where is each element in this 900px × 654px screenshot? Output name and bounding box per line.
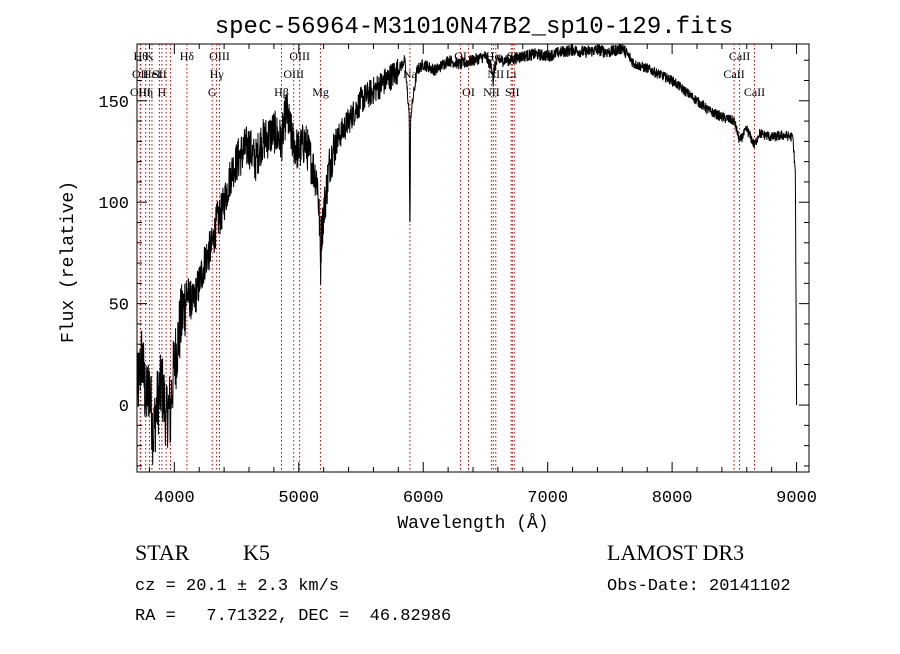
line-label: OIII	[289, 49, 310, 63]
line-labels: HθOIIOIIIHηKHeISIIHHδGHγOIIIHβOIIIOIIIMg…	[130, 49, 765, 99]
y-tick-label: 150	[98, 94, 129, 113]
x-axis-label: Wavelength (Å)	[397, 513, 548, 534]
spectrum-line	[136, 43, 798, 465]
y-tick-label: 0	[119, 398, 129, 417]
line-label: Hγ	[210, 67, 225, 81]
line-label: OII	[132, 67, 149, 81]
x-tick-labels: 4000 5000 6000 7000 8000 9000	[154, 489, 817, 508]
x-tick-label: 7000	[527, 489, 568, 508]
line-label: OIII	[283, 67, 304, 81]
line-label: Mg	[312, 85, 329, 99]
line-label: CaII	[744, 85, 765, 99]
line-label: CaII	[729, 49, 750, 63]
chart-title: spec-56964-M31010N47B2_sp10-129.fits	[215, 14, 733, 41]
line-label: HeI	[143, 67, 161, 81]
x-tick-label: 6000	[403, 489, 444, 508]
y-axis-label: Flux (relative)	[59, 181, 79, 343]
line-label: G	[208, 85, 217, 99]
obs-date: Obs-Date: 20141102	[607, 577, 791, 596]
survey-name: LAMOST DR3	[607, 540, 744, 565]
line-label: H	[158, 85, 167, 99]
line-label: SII	[505, 85, 520, 99]
x-tick-label: 9000	[776, 489, 817, 508]
line-label: Hη	[138, 85, 153, 99]
x-tick-label: 8000	[652, 489, 693, 508]
x-tick-label: 4000	[154, 489, 195, 508]
line-label: SII	[152, 67, 167, 81]
line-label: K	[145, 49, 154, 63]
y-tick-labels: 0 50 100 150	[98, 94, 129, 417]
y-tick-label: 100	[98, 195, 129, 214]
coordinates: RA = 7.71322, DEC = 46.82986	[135, 607, 451, 626]
x-tick-label: 5000	[278, 489, 319, 508]
line-label: NII	[483, 85, 500, 99]
redshift-cz: cz = 20.1 ± 2.3 km/s	[135, 577, 339, 596]
line-label: OIII	[130, 85, 151, 99]
line-label: Hδ	[180, 49, 195, 63]
object-class: STAR	[135, 540, 190, 565]
y-tick-label: 50	[109, 297, 129, 316]
object-subclass: K5	[243, 540, 270, 565]
line-label: Hθ	[134, 49, 149, 63]
line-label: Hβ	[274, 85, 289, 99]
line-label: OIII	[209, 49, 230, 63]
line-markers	[139, 44, 755, 472]
line-label: Li	[506, 67, 517, 81]
line-label: OI	[462, 85, 475, 99]
line-label: CaII	[723, 67, 744, 81]
